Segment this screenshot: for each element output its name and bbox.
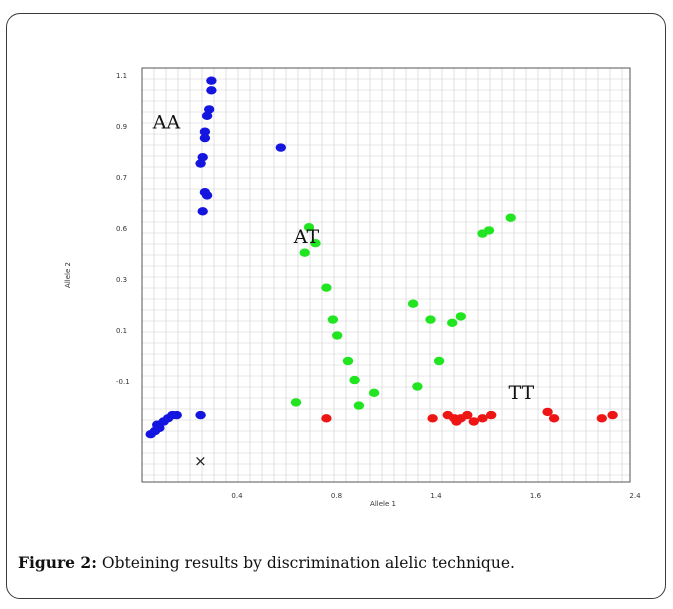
point-at bbox=[407, 299, 419, 308]
point-aa bbox=[199, 133, 211, 143]
point-aa bbox=[195, 159, 206, 168]
point-aa bbox=[171, 410, 182, 420]
point-tt bbox=[462, 410, 473, 420]
point-tt bbox=[542, 407, 553, 417]
cluster-label-aa: AA bbox=[152, 112, 181, 134]
cluster-labels: AA AT TT × bbox=[152, 112, 535, 471]
point-at bbox=[353, 401, 365, 410]
point-tt bbox=[596, 414, 607, 423]
y-tick-label: 0.9 bbox=[116, 123, 127, 131]
point-at bbox=[425, 315, 436, 324]
point-at bbox=[342, 356, 354, 366]
scatter-plot: 1.1 0.9 0.7 0.6 0.3 0.1 -0.1 0.4 0.8 1.4 1.6 2.4 A… bbox=[64, 67, 641, 508]
y-tick-labels: 1.1 0.9 0.7 0.6 0.3 0.1 -0.1 bbox=[116, 72, 130, 386]
x-tick-label: 0.8 bbox=[331, 492, 342, 500]
point-aa bbox=[201, 191, 213, 200]
point-at bbox=[455, 312, 466, 321]
point-at bbox=[447, 318, 458, 327]
cross-mark: × bbox=[194, 452, 207, 470]
y-tick-label: 0.1 bbox=[116, 327, 127, 335]
point-at bbox=[321, 283, 332, 292]
y-axis-label: Allele 2 bbox=[64, 262, 72, 288]
point-aa bbox=[206, 76, 217, 85]
point-aa bbox=[201, 111, 213, 121]
point-at bbox=[368, 388, 380, 397]
point-tt bbox=[477, 414, 488, 423]
point-tt bbox=[548, 414, 560, 423]
y-tick-label: 1.1 bbox=[116, 72, 127, 80]
point-aa bbox=[197, 153, 208, 162]
x-tick-labels: 0.4 0.8 1.4 1.6 2.4 bbox=[231, 492, 641, 500]
caption-label: Figure 2: bbox=[18, 553, 97, 572]
point-tt bbox=[427, 414, 438, 423]
point-tt bbox=[468, 417, 479, 426]
point-at bbox=[483, 226, 495, 235]
x-tick-label: 2.4 bbox=[629, 492, 641, 500]
data-points bbox=[145, 76, 618, 439]
x-tick-label: 1.6 bbox=[530, 492, 542, 500]
point-at bbox=[349, 375, 360, 385]
x-axis-label: Allele 1 bbox=[370, 500, 396, 508]
y-tick-label: -0.1 bbox=[116, 378, 130, 386]
cluster-label-at: AT bbox=[293, 226, 320, 248]
point-at bbox=[332, 331, 343, 340]
point-at bbox=[327, 315, 339, 324]
point-tt bbox=[321, 414, 332, 423]
point-aa bbox=[204, 105, 215, 114]
point-tt bbox=[486, 410, 497, 420]
point-at bbox=[505, 213, 516, 222]
point-aa bbox=[149, 426, 161, 436]
y-tick-label: 0.7 bbox=[116, 174, 127, 182]
cluster-label-tt: TT bbox=[509, 382, 535, 404]
y-tick-label: 0.3 bbox=[116, 276, 127, 284]
point-aa bbox=[199, 127, 211, 136]
caption-text: Obteining results by discrimination alel… bbox=[101, 554, 515, 572]
x-tick-label: 1.4 bbox=[430, 492, 442, 500]
point-at bbox=[310, 239, 321, 248]
plot-border bbox=[141, 67, 631, 483]
y-tick-label: 0.6 bbox=[116, 225, 128, 233]
point-aa bbox=[197, 207, 208, 216]
point-aa bbox=[195, 410, 206, 420]
point-at bbox=[303, 223, 315, 232]
point-at bbox=[299, 248, 310, 257]
point-aa bbox=[275, 143, 286, 152]
point-at bbox=[412, 382, 423, 391]
x-tick-label: 0.4 bbox=[231, 492, 243, 500]
point-aa bbox=[206, 86, 217, 95]
plot-grid bbox=[142, 68, 630, 482]
point-at bbox=[433, 356, 445, 366]
figure-frame bbox=[6, 13, 666, 599]
point-at bbox=[290, 398, 302, 407]
point-tt bbox=[607, 410, 618, 420]
figure-caption: Figure 2: Obteining results by discrimin… bbox=[18, 553, 515, 572]
